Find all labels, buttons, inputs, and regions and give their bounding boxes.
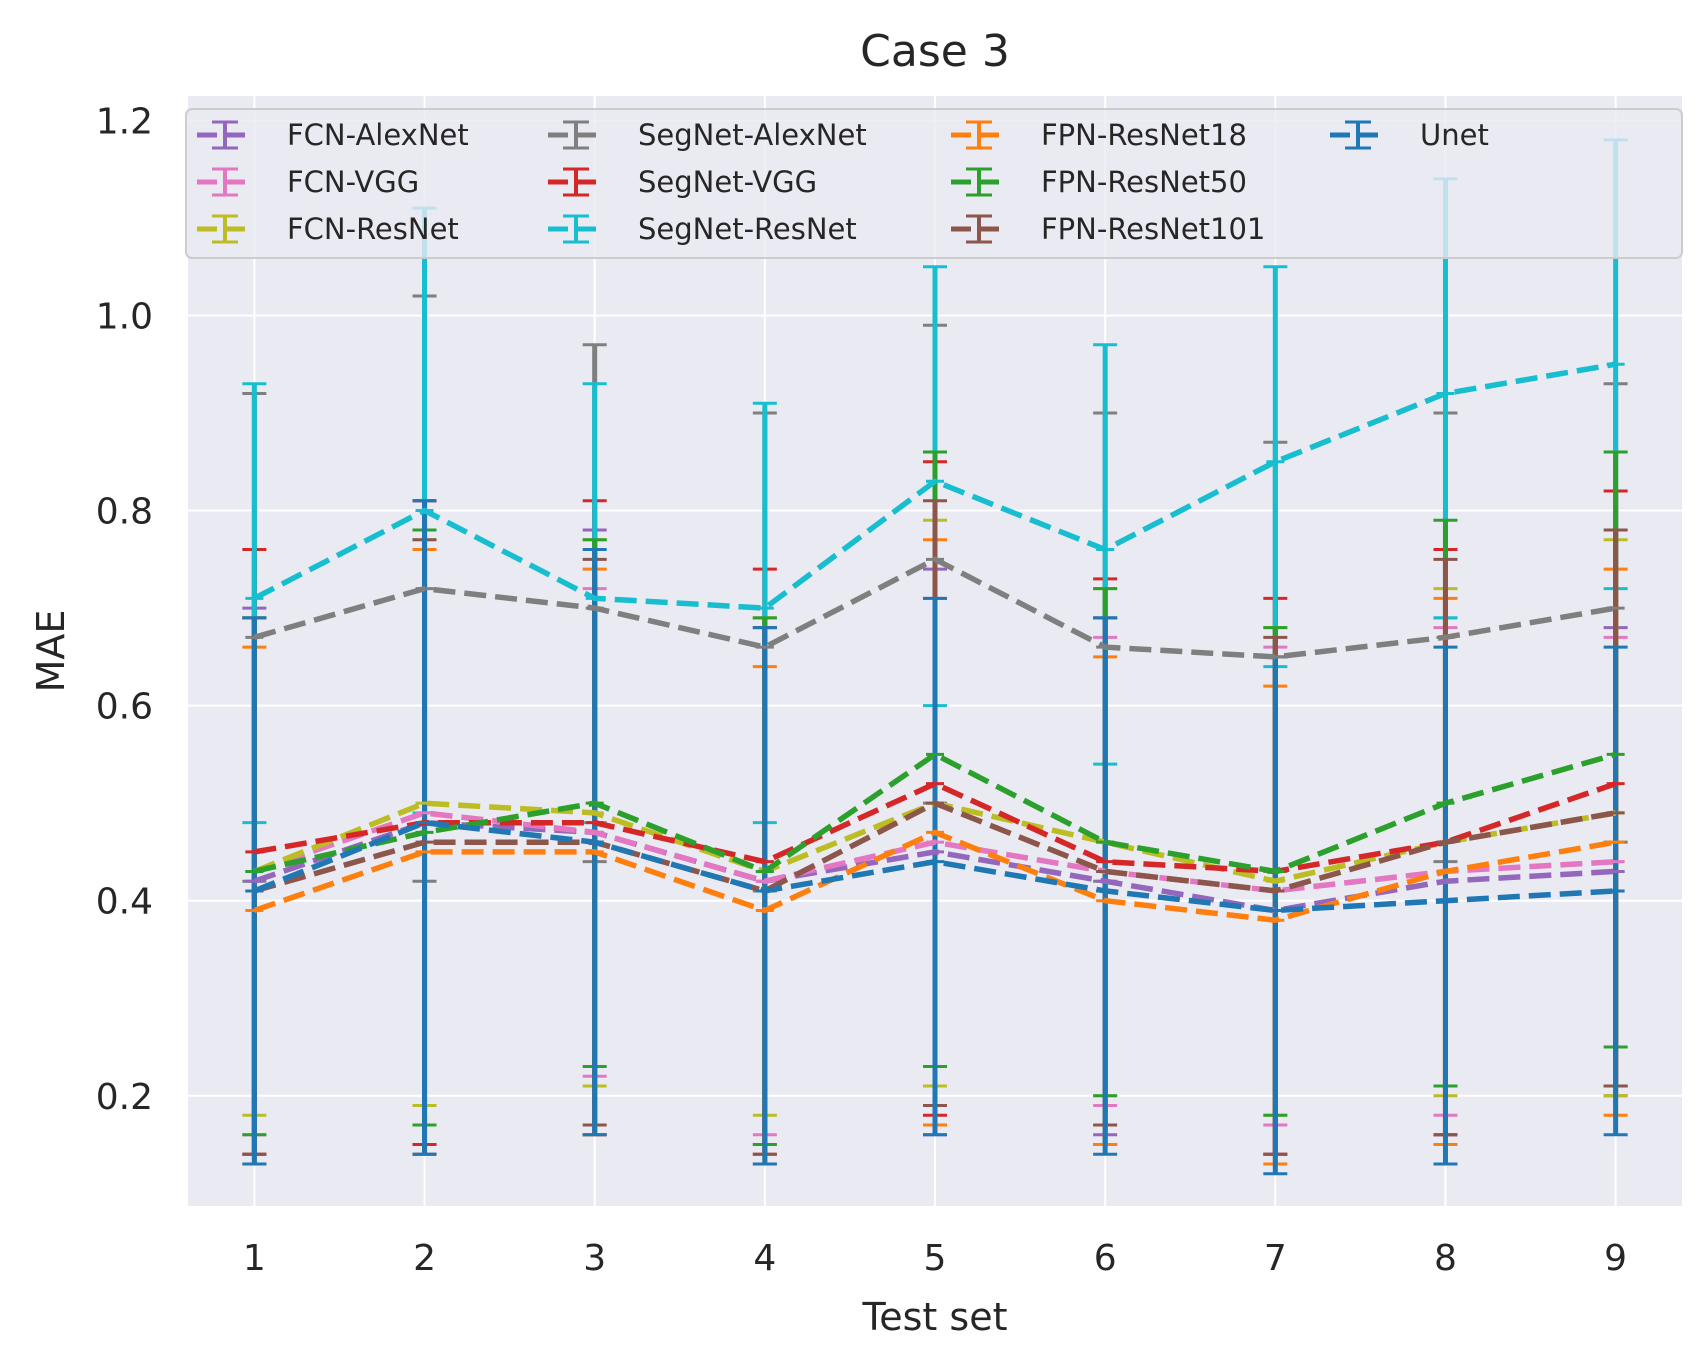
x-tick-label: 9 — [1604, 1238, 1627, 1279]
legend-label: FCN-ResNet — [287, 212, 459, 246]
legend-label: FPN-ResNet50 — [1041, 165, 1247, 199]
legend-label: SegNet-VGG — [638, 165, 817, 199]
legend-label: Unet — [1420, 118, 1489, 152]
legend-entry: FCN-ResNet — [197, 212, 459, 246]
legend-label: FPN-ResNet101 — [1041, 212, 1265, 246]
series-line — [253, 819, 1616, 914]
series-line — [253, 751, 1617, 875]
x-tick-label: 5 — [924, 1238, 947, 1279]
x-tick-label: 4 — [753, 1238, 776, 1279]
legend-label: SegNet-ResNet — [638, 212, 857, 246]
x-tick-label: 2 — [413, 1238, 436, 1279]
x-tick-label: 8 — [1434, 1238, 1457, 1279]
x-axis-label: Test set — [862, 1295, 1008, 1339]
legend-label: SegNet-AlexNet — [638, 118, 867, 152]
legend-entry: FCN-VGG — [197, 165, 419, 199]
legend-entry: FPN-ResNet18 — [951, 118, 1247, 152]
y-tick-label: 0.8 — [96, 492, 153, 533]
y-tick-label: 1.2 — [96, 101, 153, 142]
legend-box — [185, 108, 1683, 259]
x-tick-label: 6 — [1094, 1238, 1117, 1279]
y-tick-label: 0.6 — [96, 687, 153, 728]
y-tick-label: 1.0 — [96, 296, 153, 337]
legend-entry: FPN-ResNet50 — [951, 165, 1247, 199]
y-axis-label: MAE — [29, 610, 73, 693]
legend-label: FCN-AlexNet — [287, 118, 469, 152]
legend-entry: SegNet-VGG — [548, 165, 817, 199]
tick-labels: 1 2 3 4 5 6 7 8 9 0.2 0.4 0.6 0.8 1.0 1.2 — [96, 101, 1627, 1279]
legend-entry: FCN-AlexNet — [197, 118, 469, 152]
legend-entry: FPN-ResNet101 — [951, 212, 1265, 246]
chart-title: Case 3 — [860, 26, 1010, 77]
y-tick-label: 0.4 — [96, 882, 153, 923]
x-tick-label: 7 — [1264, 1238, 1287, 1279]
legend-entry: SegNet-ResNet — [548, 212, 857, 246]
legend: FCN-AlexNet FCN-VGG FCN-ResNet SegNet-AlexN… — [185, 108, 1683, 259]
x-tick-label: 1 — [243, 1238, 266, 1279]
legend-label: FCN-VGG — [287, 165, 419, 199]
x-tick-label: 3 — [583, 1238, 606, 1279]
legend-entry: Unet — [1330, 118, 1489, 152]
legend-entry: SegNet-AlexNet — [548, 118, 867, 152]
legend-label: FPN-ResNet18 — [1041, 118, 1247, 152]
y-tick-label: 0.2 — [96, 1077, 153, 1118]
